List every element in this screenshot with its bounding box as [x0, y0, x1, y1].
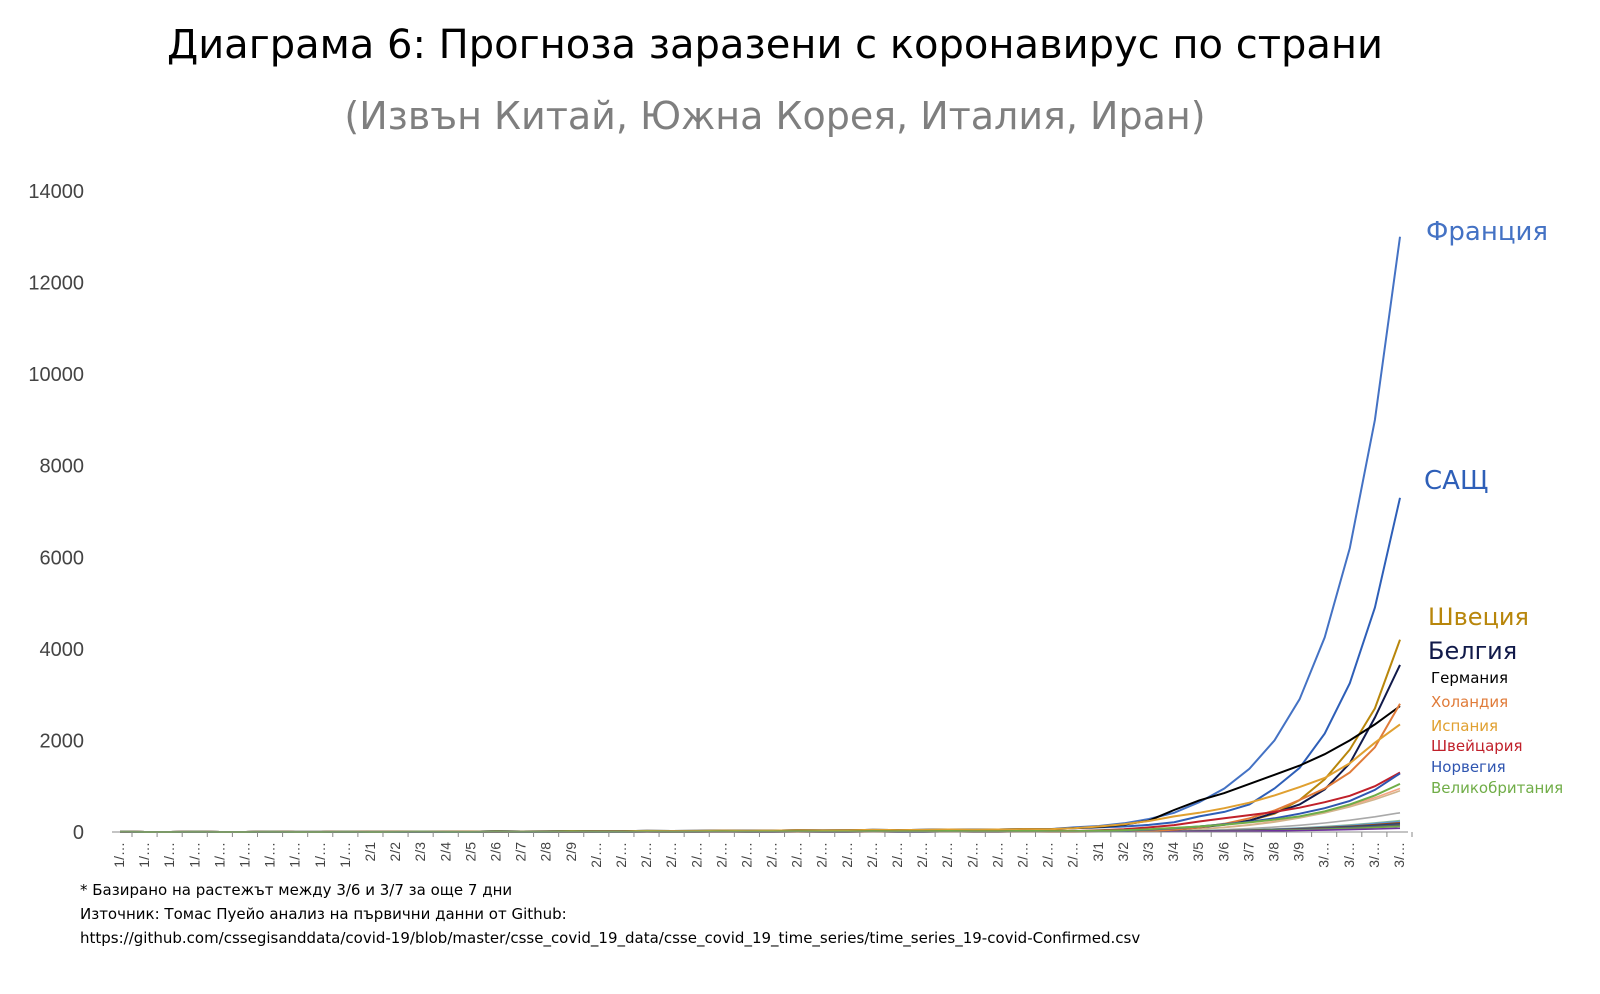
x-tick-label: 2/9: [563, 842, 579, 862]
x-tick-label: 2/…: [914, 842, 930, 868]
x-axis: 1/… 1/… 1/… 1/… 1/… 1/… 1/… 1/… 1/… 1/… 2/1 2/2 2/3 2…: [111, 831, 1413, 868]
x-tick-label: 2/…: [588, 842, 604, 868]
series-line: [119, 771, 1401, 834]
chart-subtitle: (Извън Китай, Южна Корея, Италия, Иран): [344, 94, 1206, 138]
footnote-source-url: https://github.com/cssegisanddata/covid-…: [80, 929, 1141, 947]
x-tick-label: 3/3: [1140, 842, 1156, 862]
series-line: [119, 723, 1401, 833]
series-line: [119, 497, 1401, 833]
x-tick-label: 3/2: [1115, 842, 1131, 862]
x-tick-label: 1/…: [211, 842, 227, 868]
x-tick-label: 2/8: [538, 842, 554, 862]
series-labels: Франция САЩ Швеция Белгия Германия Холандия Ис…: [1424, 217, 1563, 797]
x-tick-label: 2/…: [613, 842, 629, 868]
x-tick-label: 1/…: [111, 842, 127, 868]
x-tick-label: 2/…: [839, 842, 855, 868]
x-tick-label: 2/…: [638, 842, 654, 868]
x-tick-label: 1/…: [312, 842, 328, 868]
x-tick-label: 2/…: [738, 842, 754, 868]
footnote-source: Източник: Томас Пуейо анализ на първични…: [80, 905, 567, 923]
x-tick-label: 2/…: [789, 842, 805, 868]
x-tick-label: 1/…: [262, 842, 278, 868]
series-line: [119, 639, 1401, 834]
x-tick-label: 1/…: [186, 842, 202, 868]
y-tick-label: 4000: [40, 639, 85, 661]
y-axis-ticks: 0 2000 4000 6000 8000 10000 12000 14000: [28, 181, 84, 844]
y-tick-label: 12000: [28, 273, 84, 295]
x-tick-label: 3/6: [1215, 842, 1231, 862]
x-tick-label: 2/…: [688, 842, 704, 868]
series-lines: [119, 236, 1401, 834]
x-tick-label: 1/…: [161, 842, 177, 868]
x-tick-label: 3/…: [1366, 842, 1382, 868]
x-tick-label: 2/4: [437, 842, 453, 862]
x-tick-label: 2/3: [412, 842, 428, 862]
y-tick-label: 0: [73, 822, 84, 844]
series-line: [119, 236, 1401, 833]
y-tick-label: 2000: [40, 730, 85, 752]
x-tick-label: 3/…: [1341, 842, 1357, 868]
x-tick-label: 2/…: [713, 842, 729, 868]
x-tick-label: 1/…: [136, 842, 152, 868]
series-label: Испания: [1431, 717, 1498, 735]
series-line: [119, 705, 1401, 833]
x-tick-label: 2/…: [864, 842, 880, 868]
x-tick-label: 2/…: [1015, 842, 1031, 868]
x-tick-label: 2/2: [387, 842, 403, 862]
x-tick-label: 2/…: [964, 842, 980, 868]
x-tick-label: 2/…: [939, 842, 955, 868]
series-label: Швейцария: [1431, 737, 1523, 755]
x-tick-label: 2/…: [663, 842, 679, 868]
x-tick-label: 3/9: [1291, 842, 1307, 862]
x-tick-label: 2/…: [1065, 842, 1081, 868]
series-label: Норвегия: [1431, 758, 1506, 776]
series-label: Германия: [1431, 669, 1508, 687]
x-tick-label: 3/…: [1316, 842, 1332, 868]
x-tick-label: 2/5: [462, 842, 478, 862]
x-tick-label: 3/1: [1090, 842, 1106, 862]
series-label: САЩ: [1424, 466, 1488, 496]
x-tick-label: 1/…: [287, 842, 303, 868]
x-tick-label: 2/…: [814, 842, 830, 868]
x-tick-label: 2/…: [1040, 842, 1056, 868]
series-label: Белгия: [1428, 637, 1517, 665]
x-tick-label: 2/6: [487, 842, 503, 862]
x-tick-label: 2/…: [764, 842, 780, 868]
y-tick-label: 10000: [28, 364, 84, 386]
x-tick-label: 3/4: [1165, 842, 1181, 862]
footnote-note: * Базирано на растежът между 3/6 и 3/7 з…: [80, 881, 513, 899]
y-tick-label: 8000: [40, 456, 85, 478]
x-tick-label: 2/…: [889, 842, 905, 868]
series-line: [119, 703, 1401, 833]
series-line: [119, 772, 1401, 833]
y-tick-label: 14000: [28, 181, 84, 203]
series-label: Франция: [1426, 217, 1548, 247]
series-label: Холандия: [1431, 693, 1508, 711]
x-tick-label: 3/5: [1190, 842, 1206, 862]
series-label: Швеция: [1428, 603, 1529, 631]
y-tick-label: 6000: [40, 547, 85, 569]
x-tick-label: 1/…: [236, 842, 252, 868]
series-line: [119, 664, 1401, 833]
x-tick-label: 2/…: [989, 842, 1005, 868]
x-tick-label: 1/…: [337, 842, 353, 868]
series-label: Великобритания: [1431, 779, 1563, 797]
x-tick-label: 3/…: [1391, 842, 1407, 868]
footnote: * Базирано на растежът между 3/6 и 3/7 з…: [80, 878, 1140, 950]
x-tick-label: 2/1: [362, 842, 378, 862]
x-tick-label: 3/8: [1266, 842, 1282, 862]
x-tick-label: 3/7: [1240, 842, 1256, 862]
x-tick-label: 2/7: [513, 842, 529, 862]
chart-title: Диаграма 6: Прогноза заразени с коронави…: [166, 22, 1384, 68]
